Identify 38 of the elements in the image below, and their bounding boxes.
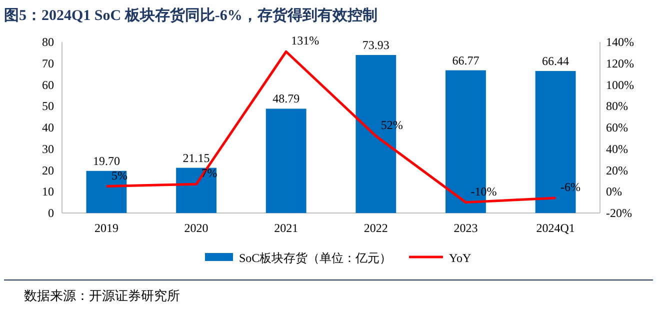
y2-tick-label: 20% — [606, 163, 628, 178]
data-label: 131% — [291, 34, 320, 48]
data-label: 66.77 — [452, 53, 480, 68]
y2-tick-label: 80% — [606, 99, 628, 114]
y2-tick-label: 40% — [606, 142, 628, 156]
source-note: 数据来源：开源证券研究所 — [24, 288, 180, 303]
y2-tick-label: 120% — [606, 56, 634, 70]
bar — [266, 108, 306, 213]
y2-tick-label: 0% — [606, 184, 622, 199]
chart-title: 图5：2024Q1 SoC 板块存货同比-6%，存货得到有效控制 — [4, 7, 378, 24]
y-tick-label: 10 — [42, 184, 54, 199]
y2-tick-label: 60% — [606, 120, 628, 134]
bar — [176, 168, 216, 213]
y-tick-label: 30 — [42, 142, 54, 156]
y-tick-label: 60 — [42, 78, 54, 92]
x-tick-label: 2020 — [184, 221, 208, 235]
y-tick-label: 20 — [42, 163, 54, 178]
data-label: 73.93 — [362, 38, 390, 52]
y-tick-label: 40 — [42, 120, 54, 134]
bar — [86, 170, 127, 213]
x-tick-label: 2019 — [94, 221, 118, 235]
y2-tick-label: -20% — [606, 206, 632, 220]
y-tick-label: 50 — [42, 99, 54, 114]
y-tick-label: 0 — [48, 206, 54, 220]
y2-tick-label: 100% — [606, 78, 634, 92]
x-tick-label: 2024Q1 — [536, 221, 575, 235]
x-tick-label: 2022 — [364, 221, 388, 235]
x-tick-label: 2023 — [454, 221, 478, 235]
data-label: 21.15 — [182, 150, 210, 165]
y-tick-label: 70 — [42, 56, 54, 70]
y2-tick-label: 140% — [606, 35, 634, 49]
x-tick-label: 2021 — [274, 221, 298, 235]
legend-label: SoC板块存货（单位：亿元） — [239, 251, 392, 265]
legend-label: YoY — [449, 251, 472, 265]
data-label: 19.70 — [92, 154, 120, 168]
data-label: 66.44 — [542, 54, 570, 68]
y-tick-label: 80 — [42, 35, 54, 49]
data-label: 48.79 — [272, 92, 300, 106]
